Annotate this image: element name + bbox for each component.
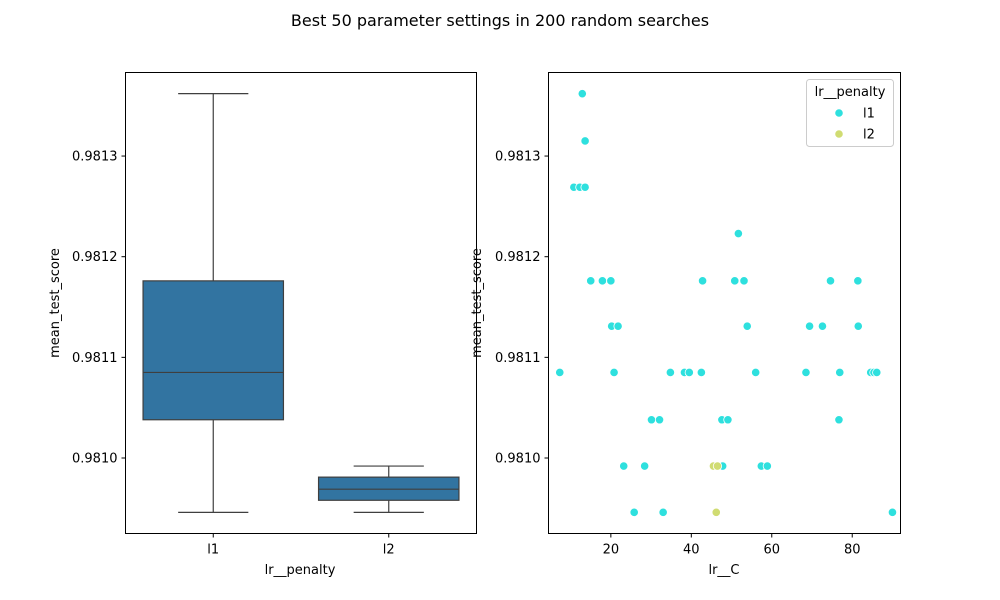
- scatter-y-label: mean_test_score: [470, 248, 485, 358]
- data-point-l1: [629, 507, 639, 517]
- data-point-l1: [597, 276, 608, 286]
- data-point-l1: [619, 461, 629, 471]
- boxplot-frame: [125, 72, 477, 534]
- y-tick-label: 0.9812: [72, 250, 118, 265]
- x-tick-label: 40: [683, 543, 700, 558]
- figure-title: Best 50 parameter settings in 200 random…: [291, 11, 709, 30]
- data-point-l1: [640, 461, 650, 471]
- boxplot-y-label: mean_test_score: [48, 248, 63, 358]
- legend-title: lr__penalty: [815, 85, 886, 100]
- data-point-l1: [723, 415, 733, 425]
- data-point-l1: [577, 89, 587, 99]
- legend-label-l2: l2: [863, 128, 875, 143]
- y-tick-label: 0.9812: [495, 250, 541, 265]
- data-point-l1: [742, 321, 752, 331]
- data-point-l1: [801, 367, 811, 378]
- data-point-l1: [646, 415, 657, 425]
- data-point-l1: [825, 276, 836, 286]
- data-point-l1: [580, 136, 590, 146]
- data-point-l1: [555, 367, 565, 378]
- legend-label-l1: l1: [863, 107, 875, 122]
- scatter-frame: [548, 72, 901, 534]
- scatter-x-label: lr__C: [708, 563, 739, 578]
- data-point-l1: [613, 321, 623, 331]
- data-point-l1: [834, 415, 844, 425]
- box-l2: [317, 465, 460, 513]
- y-tick-label: 0.9810: [72, 452, 118, 467]
- data-point-l1: [804, 321, 815, 331]
- series-l2: [708, 461, 723, 517]
- y-tick-label: 0.9813: [495, 150, 541, 165]
- data-point-l1: [762, 461, 772, 471]
- data-point-l1: [609, 367, 619, 378]
- data-point-l1: [817, 321, 828, 331]
- boxplot-panel: 0.9810 0.9811 0.9812 0.9813 l1 l2 lr__penalt…: [48, 72, 477, 578]
- y-tick-label: 0.9810: [495, 452, 541, 467]
- scatter-y-axis: 0.9810 0.9811 0.9812 0.9813: [495, 150, 549, 467]
- legend: lr__penalty l1 l2: [806, 79, 894, 147]
- data-point-l1: [654, 415, 665, 425]
- data-point-l1: [887, 507, 898, 517]
- box-l1: [142, 93, 285, 513]
- boxplot-y-axis: 0.9810 0.9811 0.9812 0.9813: [72, 150, 126, 467]
- data-point-l1: [580, 182, 590, 192]
- scatter-points: [555, 89, 898, 517]
- y-tick-label: 0.9811: [495, 351, 541, 366]
- series-l1: [555, 89, 898, 517]
- data-point-l1: [733, 228, 743, 239]
- scatter-x-axis: 20 40 60 80: [603, 533, 861, 558]
- data-point-l1: [739, 276, 749, 286]
- legend-marker-l1: [834, 108, 844, 118]
- legend-marker-l2: [834, 129, 844, 139]
- data-point-l1: [696, 367, 706, 378]
- data-point-l1: [751, 367, 761, 378]
- boxplot-boxes: [142, 93, 460, 513]
- data-point-l1: [835, 367, 845, 378]
- y-tick-label: 0.9811: [72, 351, 118, 366]
- data-point-l1: [658, 507, 668, 517]
- data-point-l1: [606, 276, 616, 286]
- data-point-l1: [730, 276, 740, 286]
- legend-box: [806, 79, 894, 147]
- boxplot-x-label: lr__penalty: [265, 563, 336, 578]
- data-point-l1: [853, 276, 863, 286]
- x-tick-label: 60: [763, 543, 780, 558]
- data-point-l1: [665, 367, 675, 378]
- data-point-l1: [586, 276, 596, 286]
- x-tick-label: 20: [603, 543, 620, 558]
- data-point-l1: [697, 276, 708, 286]
- y-tick-label: 0.9813: [72, 150, 118, 165]
- iqr-box: [142, 280, 285, 421]
- boxplot-x-axis: l1 l2: [207, 533, 395, 558]
- x-tick-label: 80: [844, 543, 861, 558]
- data-point-l1: [684, 367, 694, 378]
- data-point-l2: [712, 461, 723, 471]
- x-tick-label: l1: [207, 543, 219, 558]
- data-point-l2: [711, 507, 721, 517]
- data-point-l1: [853, 321, 863, 331]
- data-point-l1: [872, 367, 882, 378]
- x-tick-label: l2: [383, 543, 395, 558]
